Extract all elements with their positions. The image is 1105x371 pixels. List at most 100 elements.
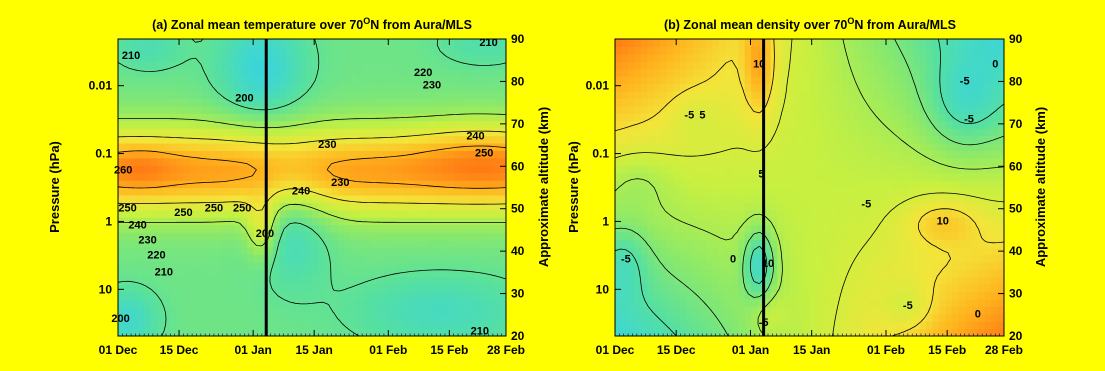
field-cell [266, 120, 274, 129]
field-cell [150, 284, 158, 293]
field-cell [454, 98, 462, 107]
field-cell [428, 135, 436, 144]
field-cell [286, 98, 294, 107]
field-cell [874, 313, 882, 322]
field-cell [428, 298, 436, 307]
field-cell [867, 321, 875, 330]
field-cell [266, 246, 274, 255]
field-cell [286, 269, 294, 278]
field-cell [777, 187, 785, 196]
field-cell [634, 98, 642, 107]
field-cell [627, 261, 636, 270]
field-cell [991, 261, 999, 270]
field-cell [893, 328, 901, 336]
field-cell [958, 135, 966, 144]
field-cell [634, 209, 642, 218]
field-cell [434, 276, 442, 285]
field-cell [913, 90, 921, 99]
field-cell [260, 246, 268, 255]
field-cell [893, 306, 901, 315]
field-cell [835, 61, 843, 70]
field-cell [182, 157, 190, 166]
field-cell [822, 98, 830, 107]
field-cell [887, 53, 895, 62]
field-cell [796, 157, 804, 166]
field-cell [913, 165, 921, 174]
field-cell [480, 172, 488, 181]
field-cell [751, 120, 759, 129]
field-cell [253, 276, 261, 285]
field-cell [383, 321, 391, 330]
field-cell [169, 165, 177, 174]
field-cell [441, 321, 449, 330]
field-cell [906, 298, 914, 307]
field-cell [486, 298, 494, 307]
field-cell [958, 39, 966, 48]
field-cell [932, 135, 940, 144]
field-cell [312, 53, 320, 62]
field-cell [874, 39, 882, 48]
field-cell [854, 172, 862, 181]
field-cell [640, 68, 649, 77]
field-cell [337, 261, 345, 270]
field-cell [286, 194, 294, 203]
field-cell [926, 254, 934, 263]
field-cell [318, 306, 326, 315]
field-cell [634, 202, 642, 211]
field-cell [744, 321, 752, 330]
field-cell [978, 90, 986, 99]
field-cell [744, 98, 752, 107]
field-cell [260, 180, 268, 189]
field-cell [686, 128, 694, 137]
field-cell [764, 291, 772, 300]
field-cell [130, 98, 138, 107]
field-cell [692, 46, 700, 55]
field-cell [945, 68, 953, 77]
field-cell [841, 135, 849, 144]
field-cell [673, 254, 681, 263]
field-cell [240, 172, 248, 181]
field-cell [480, 142, 488, 151]
field-cell [415, 269, 423, 278]
field-cell [692, 202, 700, 211]
field-cell [208, 98, 216, 107]
field-cell [421, 291, 429, 300]
field-cell [991, 150, 999, 159]
field-cell [939, 120, 947, 129]
field-cell [640, 142, 649, 151]
field-cell [991, 83, 999, 92]
field-cell [150, 68, 158, 77]
field-cell [803, 246, 811, 255]
field-cell [913, 105, 921, 114]
field-cell [227, 298, 235, 307]
field-cell [331, 83, 339, 92]
field-cell [712, 105, 720, 114]
field-cell [305, 90, 313, 99]
field-cell [402, 239, 410, 248]
field-cell [240, 306, 248, 315]
field-cell [292, 246, 300, 255]
field-cell [402, 313, 410, 322]
field-cell [460, 276, 468, 285]
field-cell [363, 180, 371, 189]
field-cell [809, 269, 817, 278]
field-cell [647, 254, 655, 263]
field-cell [978, 150, 986, 159]
field-cell [344, 135, 352, 144]
field-cell [757, 53, 765, 62]
field-cell [434, 269, 442, 278]
field-cell [434, 98, 442, 107]
field-cell [906, 246, 914, 255]
field-cell [913, 298, 921, 307]
field-cell [913, 83, 921, 92]
field-cell [848, 113, 856, 122]
field-cell [887, 68, 895, 77]
x-tick-label: 15 Dec [160, 343, 199, 357]
field-cell [376, 68, 384, 77]
field-cell [932, 328, 940, 336]
field-cell [640, 194, 649, 203]
field-cell [163, 46, 171, 55]
field-cell [260, 68, 268, 77]
field-cell [480, 276, 488, 285]
field-cell [738, 172, 746, 181]
